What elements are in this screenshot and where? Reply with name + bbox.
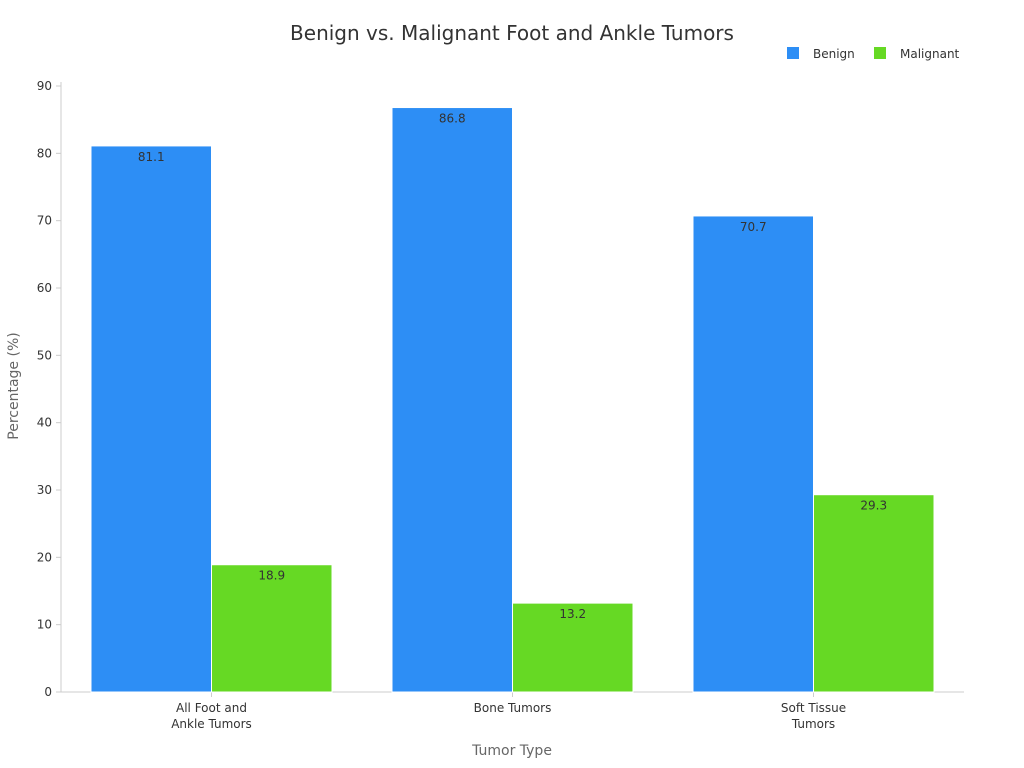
bar-malignant-2[interactable] <box>813 494 935 693</box>
legend: Benign Malignant <box>787 47 960 61</box>
bar-malignant-0[interactable] <box>211 564 333 693</box>
bars <box>90 107 935 693</box>
y-tick-label: 30 <box>37 483 52 497</box>
chart-title: Benign vs. Malignant Foot and Ankle Tumo… <box>290 21 734 45</box>
x-tick-label-line: Bone Tumors <box>474 701 552 715</box>
y-tick-label: 70 <box>37 214 52 228</box>
x-tick-label: Bone Tumors <box>474 701 552 715</box>
x-tick-label-line: Soft Tissue <box>781 701 846 715</box>
y-tick-label: 60 <box>37 281 52 295</box>
y-axis-title: Percentage (%) <box>6 332 22 439</box>
x-tick-label-line: Ankle Tumors <box>171 717 252 731</box>
y-tick-label: 80 <box>37 146 52 160</box>
y-tick-label: 0 <box>44 685 52 699</box>
bar-benign-1[interactable] <box>391 107 513 693</box>
bar-benign-2[interactable] <box>692 215 814 693</box>
x-tick-label: Soft Tissue Tumors <box>781 701 846 731</box>
data-label-benign-0: 81.1 <box>138 150 165 164</box>
y-tick-label: 50 <box>37 348 52 362</box>
data-label-benign-2: 70.7 <box>740 220 767 234</box>
y-axis: 0 10 20 30 40 50 60 70 80 90 <box>37 79 62 699</box>
legend-label-malignant[interactable]: Malignant <box>900 47 960 61</box>
bar-benign-0[interactable] <box>90 145 212 693</box>
x-tick-label-line: All Foot and <box>176 701 247 715</box>
y-tick-label: 90 <box>37 79 52 93</box>
legend-label-benign[interactable]: Benign <box>813 47 855 61</box>
bar-malignant-1[interactable] <box>512 602 634 693</box>
x-tick-label: All Foot and Ankle Tumors <box>171 701 252 731</box>
y-tick-label: 10 <box>37 618 52 632</box>
x-axis-title: Tumor Type <box>471 743 552 759</box>
y-tick-label: 40 <box>37 416 52 430</box>
data-label-benign-1: 86.8 <box>439 112 466 126</box>
y-tick-label: 20 <box>37 550 52 564</box>
data-label-malignant-2: 29.3 <box>860 499 887 513</box>
x-axis: All Foot and Ankle Tumors Bone Tumors Soft … <box>61 691 964 731</box>
legend-swatch-benign <box>787 47 799 59</box>
x-tick-label-line: Tumors <box>791 717 835 731</box>
data-labels: 81.1 18.9 86.8 13.2 70.7 29.3 <box>138 112 887 622</box>
legend-swatch-malignant <box>874 47 886 59</box>
data-label-malignant-1: 13.2 <box>559 607 586 621</box>
data-label-malignant-0: 18.9 <box>258 569 285 583</box>
